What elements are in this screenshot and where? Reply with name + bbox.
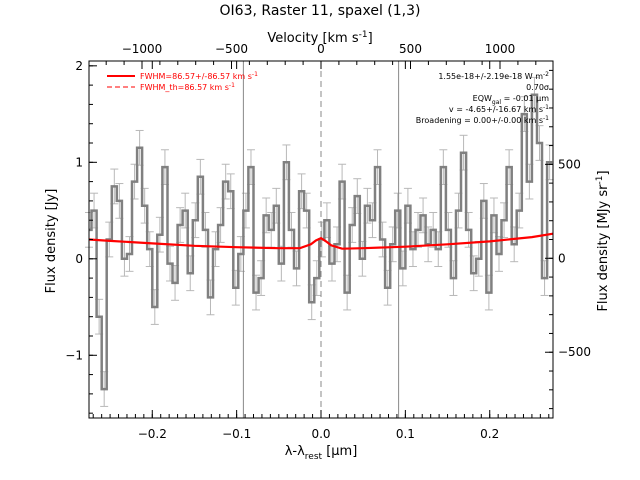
fit-annotations: 1.55e-18+/-2.19e-18 W m-2 0.70σ EQWgal =… bbox=[416, 71, 549, 125]
right-axis-ticks: −500 0 500 bbox=[545, 69, 591, 410]
top-axis-title: Velocity [km s-1] bbox=[267, 30, 372, 46]
y-tick-label: 2 bbox=[75, 59, 83, 73]
x-tick-label: −0.1 bbox=[222, 427, 251, 441]
svg-text:λ-λrest [μm]: λ-λrest [μm] bbox=[285, 444, 358, 462]
right-tick-label: 500 bbox=[558, 157, 581, 171]
y-axis-title: Flux density [Jy] bbox=[44, 189, 59, 294]
chart-title: OI63, Raster 11, spaxel (1,3) bbox=[220, 3, 421, 19]
right-tick-label: 0 bbox=[558, 251, 566, 265]
y-tick-label: 1 bbox=[75, 155, 83, 169]
y-axis-ticks: −1 0 1 2 bbox=[65, 59, 97, 414]
legend-label-fwhm: FWHM=86.57+/-86.57 km s-1 bbox=[140, 71, 258, 81]
annotation-velocity: v = -4.65+/-16.67 km s-1 bbox=[449, 104, 549, 114]
annotation-broadening: Broadening = 0.00+/-0.00 km s-1 bbox=[416, 115, 549, 125]
x-tick-label: −0.2 bbox=[138, 427, 167, 441]
legend: FWHM=86.57+/-86.57 km s-1 FWHM_th=86.57 … bbox=[107, 71, 258, 92]
top-tick-label: 500 bbox=[399, 42, 422, 56]
legend-label-fwhm-th: FWHM_th=86.57 km s-1 bbox=[140, 82, 235, 92]
right-tick-label: −500 bbox=[558, 345, 591, 359]
series-lines bbox=[88, 93, 554, 391]
x-tick-label: 0.2 bbox=[480, 427, 499, 441]
svg-text:Flux density [MJy sr-1]: Flux density [MJy sr-1] bbox=[595, 170, 611, 311]
annotation-eqw: EQWgal = -0.01 μm bbox=[473, 94, 550, 106]
x-axis-ticks: −0.2 −0.1 0.0 0.1 0.2 bbox=[92, 61, 550, 441]
data-series-line bbox=[89, 93, 553, 391]
top-tick-label: 0 bbox=[317, 42, 325, 56]
annotation-line-flux: 1.55e-18+/-2.19e-18 W m-2 bbox=[438, 71, 549, 81]
x-axis-title: λ-λrest [μm] bbox=[285, 444, 358, 462]
y-tick-label: 0 bbox=[75, 252, 83, 266]
top-axis-ticks: −1000 −500 0 500 1000 bbox=[105, 42, 537, 69]
annotation-significance: 0.70σ bbox=[526, 83, 549, 92]
x-tick-label: 0.0 bbox=[311, 427, 330, 441]
top-tick-label: −1000 bbox=[122, 42, 163, 56]
fit-series-line bbox=[88, 232, 554, 250]
svg-text:Velocity [km s-1]: Velocity [km s-1] bbox=[267, 30, 372, 46]
right-axis-title: Flux density [MJy sr-1] bbox=[595, 170, 611, 311]
x-tick-label: 0.1 bbox=[396, 427, 415, 441]
top-tick-label: 1000 bbox=[485, 42, 516, 56]
y-tick-label: −1 bbox=[65, 348, 83, 362]
top-tick-label: −500 bbox=[215, 42, 248, 56]
